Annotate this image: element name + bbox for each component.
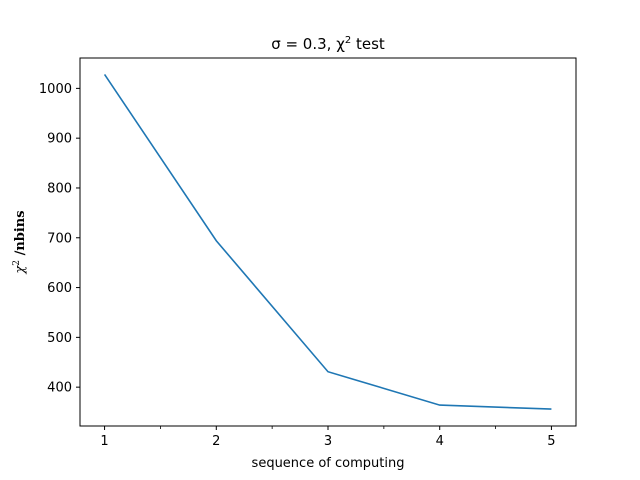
ylabel-suffix: /nbins [13,210,28,260]
y-axis-label: χ2 /nbins [12,210,28,274]
y-tick-label: 800 [47,181,72,196]
chart-title: σ = 0.3, χ2 test [271,35,385,53]
y-tick-label: 400 [47,381,72,396]
x-tick-label: 4 [436,434,444,449]
x-axis-label: sequence of computing [252,456,405,471]
ylabel-superscript: 2 [12,260,22,266]
plot-area: 1 2 3 4 5 400 500 600 700 800 900 1000 [39,57,577,449]
title-suffix: test [351,35,385,53]
y-tick-label: 600 [47,281,72,296]
x-tick-label: 5 [547,434,555,449]
x-tick-label: 2 [212,434,220,449]
title-superscript: 2 [345,35,351,46]
series-line-0 [103,73,552,410]
x-tick-label: 1 [100,434,108,449]
x-tick-label: 3 [324,434,332,449]
y-tick-label: 500 [47,331,72,346]
y-tick-label: 1000 [39,82,72,97]
y-tick-label: 700 [47,231,72,246]
y-tick-label: 900 [47,132,72,147]
